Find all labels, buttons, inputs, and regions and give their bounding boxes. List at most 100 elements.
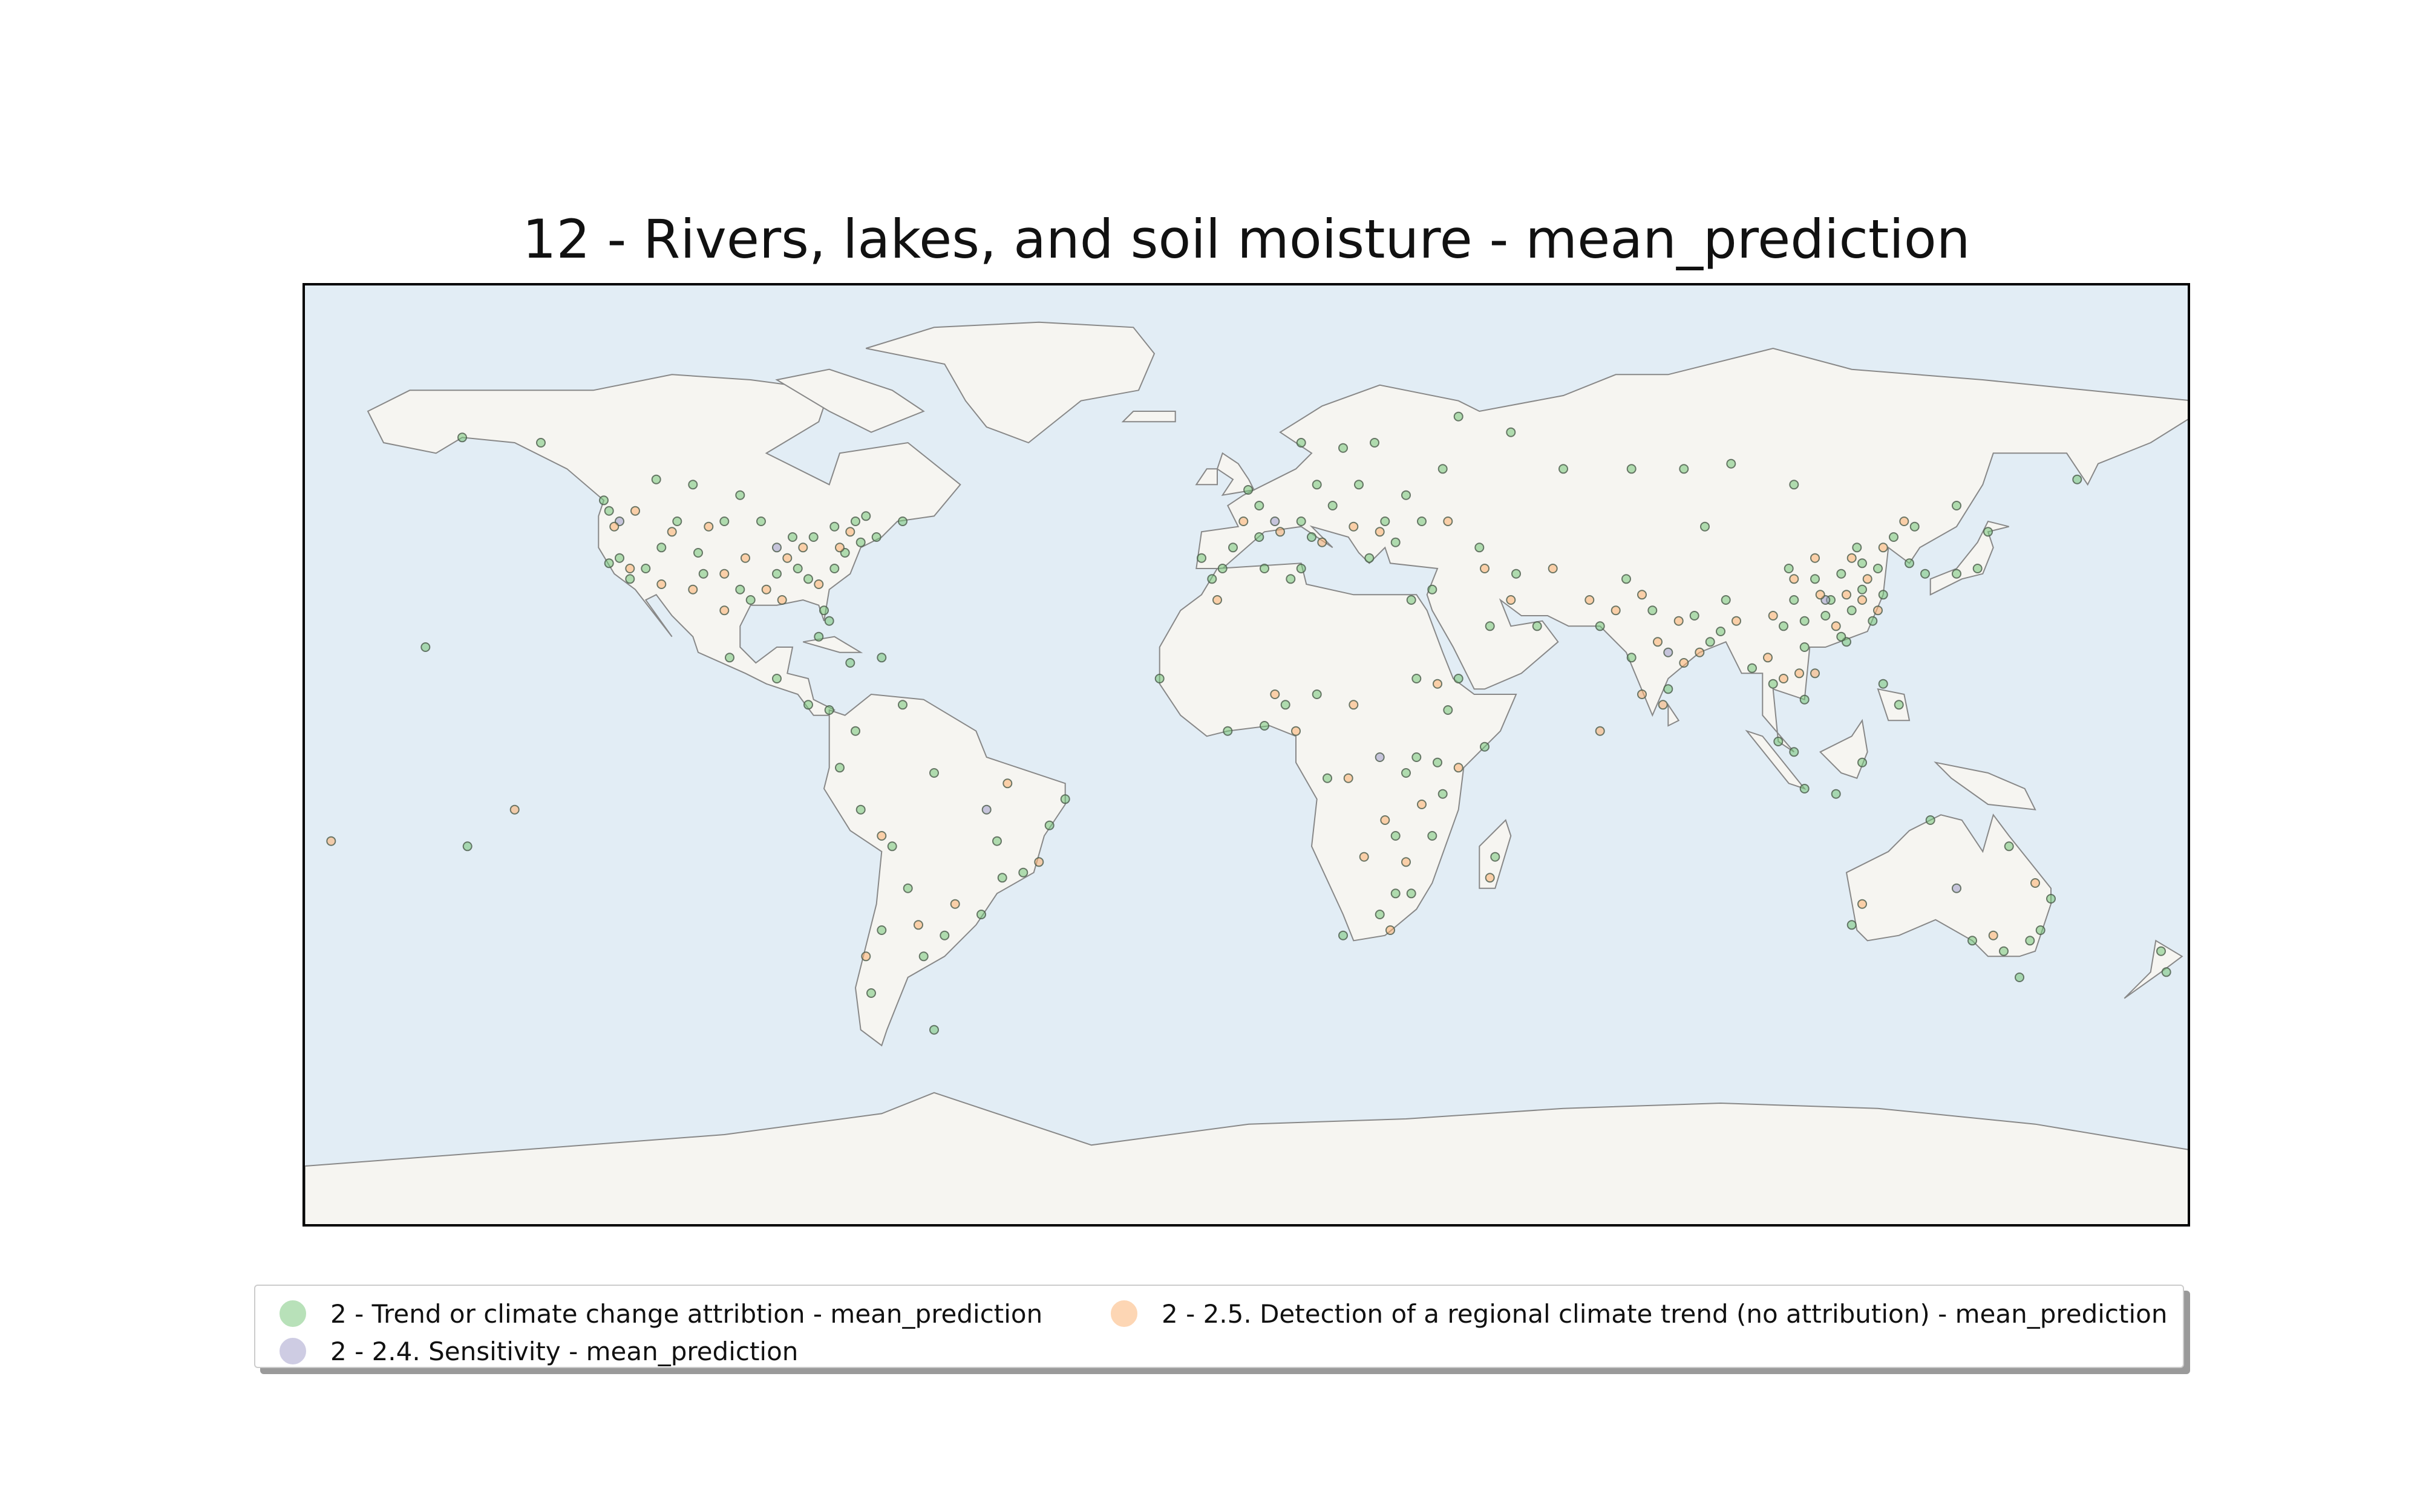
data-point xyxy=(819,605,829,616)
data-point xyxy=(462,841,473,852)
data-point xyxy=(1296,564,1306,573)
data-point xyxy=(761,584,771,595)
data-point xyxy=(845,527,855,537)
data-point xyxy=(1307,532,1316,542)
data-point xyxy=(641,564,651,573)
data-point xyxy=(609,521,620,532)
data-point xyxy=(1349,521,1359,532)
data-point xyxy=(855,804,866,815)
data-point xyxy=(1406,888,1416,899)
legend-item-sensitivity: 2 - 2.4. Sensitivity - mean_prediction xyxy=(280,1333,798,1369)
data-point xyxy=(698,569,708,579)
data-point xyxy=(1338,443,1348,453)
data-point xyxy=(1815,590,1825,600)
data-point xyxy=(1401,857,1411,867)
data-point xyxy=(1584,595,1595,605)
data-point xyxy=(1789,574,1799,584)
data-point xyxy=(2015,973,2024,982)
data-point xyxy=(1952,569,1961,579)
data-point xyxy=(1401,768,1411,778)
data-point xyxy=(651,474,661,484)
data-point xyxy=(1799,616,1810,626)
data-point xyxy=(1411,674,1422,683)
data-point xyxy=(725,653,734,663)
data-point xyxy=(861,951,871,962)
data-point xyxy=(1433,757,1442,767)
data-point xyxy=(1967,936,1977,946)
land-sri-lanka xyxy=(1667,703,1680,727)
data-point xyxy=(1857,899,1867,909)
data-point xyxy=(1747,663,1757,673)
data-point xyxy=(1480,741,1490,752)
map-title: 12 - Rivers, lakes, and soil moisture - … xyxy=(522,208,1970,270)
data-point xyxy=(2156,946,2166,956)
land-baffin xyxy=(775,368,925,433)
data-point xyxy=(1831,789,1841,799)
data-point xyxy=(2035,925,2046,935)
data-point xyxy=(1920,569,1930,579)
data-point xyxy=(1270,689,1280,699)
legend-label-detection: 2 - 2.5. Detection of a regional climate… xyxy=(1162,1299,2168,1329)
data-point xyxy=(1637,689,1647,699)
data-point xyxy=(1789,480,1799,490)
data-point xyxy=(1474,543,1485,553)
data-point xyxy=(1621,574,1631,584)
data-point xyxy=(1506,595,1516,605)
data-point xyxy=(1784,564,1794,573)
data-point xyxy=(1799,642,1810,652)
data-point xyxy=(772,543,782,553)
data-point xyxy=(782,553,793,563)
data-point xyxy=(1611,605,1621,616)
data-point xyxy=(1846,553,1857,563)
data-point xyxy=(1364,553,1375,563)
data-point xyxy=(798,543,808,553)
data-point xyxy=(1558,464,1568,474)
data-point xyxy=(1223,726,1233,736)
data-point xyxy=(1873,605,1883,616)
data-point xyxy=(1889,532,1898,542)
data-point xyxy=(903,883,913,893)
data-point xyxy=(625,574,635,584)
data-point xyxy=(1999,946,2009,956)
data-point xyxy=(1972,564,1983,573)
data-point xyxy=(1799,694,1810,705)
data-point xyxy=(719,605,730,616)
data-point xyxy=(2046,894,2056,904)
data-point xyxy=(1810,668,1820,679)
data-point xyxy=(1453,674,1463,683)
data-point xyxy=(1846,605,1857,616)
data-point xyxy=(1857,558,1867,569)
data-point xyxy=(1354,480,1364,490)
data-point xyxy=(1548,564,1558,573)
data-point xyxy=(1427,831,1437,841)
data-point xyxy=(1380,516,1390,526)
data-point xyxy=(625,564,635,573)
data-point xyxy=(1417,800,1427,809)
data-point xyxy=(741,553,750,563)
data-point xyxy=(1663,647,1673,657)
data-point xyxy=(1406,595,1416,605)
data-point xyxy=(1820,611,1831,621)
data-point xyxy=(1443,516,1453,526)
series-2 xyxy=(326,506,2040,962)
data-point xyxy=(1673,616,1684,626)
land-eurasia xyxy=(1195,347,2188,753)
data-point xyxy=(2072,474,2082,484)
land-japan xyxy=(1929,520,2009,596)
data-point xyxy=(1952,501,1961,510)
data-point xyxy=(777,595,787,605)
series-0 xyxy=(420,411,2171,1035)
data-point xyxy=(1254,501,1264,510)
data-point xyxy=(814,579,824,589)
data-point xyxy=(855,537,866,547)
data-point xyxy=(1716,627,1725,636)
data-point xyxy=(1789,747,1799,757)
data-point xyxy=(1238,516,1249,526)
data-point xyxy=(1899,516,1909,526)
data-point xyxy=(803,700,813,710)
data-point xyxy=(1260,564,1269,573)
data-point xyxy=(604,558,614,569)
data-point xyxy=(1390,537,1401,547)
data-point xyxy=(1836,569,1846,579)
